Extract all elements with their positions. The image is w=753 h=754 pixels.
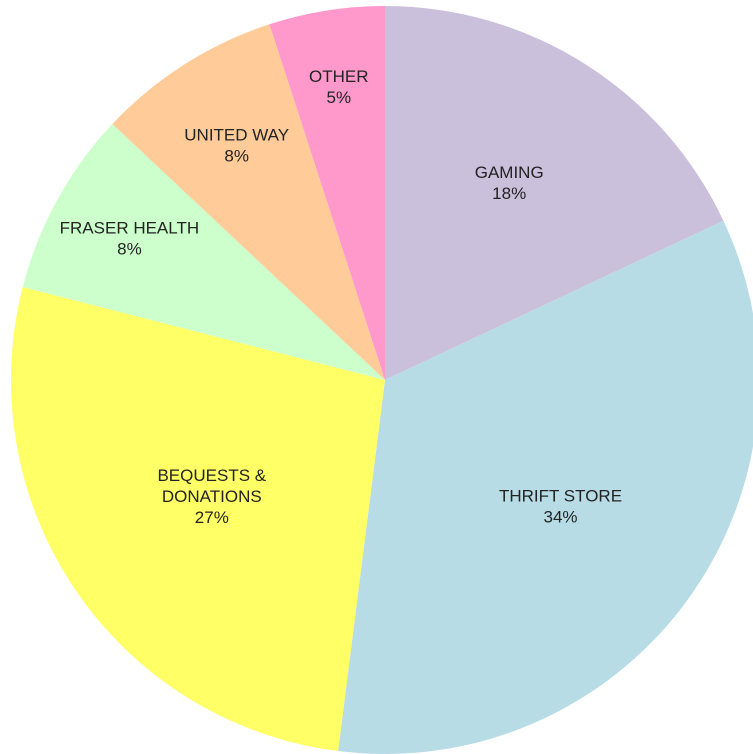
pie-slice-3 [22, 123, 385, 380]
slice-percent-0: 18% [492, 184, 526, 203]
pie-labels: GAMING 18% THRIFT STORE 34% BEQUESTS & DONATI… [60, 67, 622, 527]
slice-label-5-line-0: OTHER [309, 67, 369, 86]
slice-label-1-line-0: THRIFT STORE [499, 486, 622, 505]
pie-slice-2 [11, 286, 386, 752]
slice-percent-4: 8% [224, 146, 249, 165]
slice-percent-2: 27% [195, 508, 229, 527]
pie-slice-0 [385, 6, 724, 380]
slice-percent-1: 34% [543, 507, 577, 526]
slice-percent-3: 8% [117, 239, 142, 258]
slice-label-3-line-0: FRASER HEALTH [60, 218, 200, 237]
slice-label-0-line-0: GAMING [475, 163, 544, 182]
pie-slices [11, 6, 753, 754]
pie-slice-1 [338, 220, 753, 754]
slice-label-2-line-1: DONATIONS [162, 487, 262, 506]
slice-label-2-line-0: BEQUESTS & [157, 466, 266, 485]
pie-slice-4 [112, 24, 386, 381]
slice-label-4-line-0: UNITED WAY [184, 125, 289, 144]
slice-percent-5: 5% [327, 88, 352, 107]
pie-slice-5 [269, 6, 385, 380]
